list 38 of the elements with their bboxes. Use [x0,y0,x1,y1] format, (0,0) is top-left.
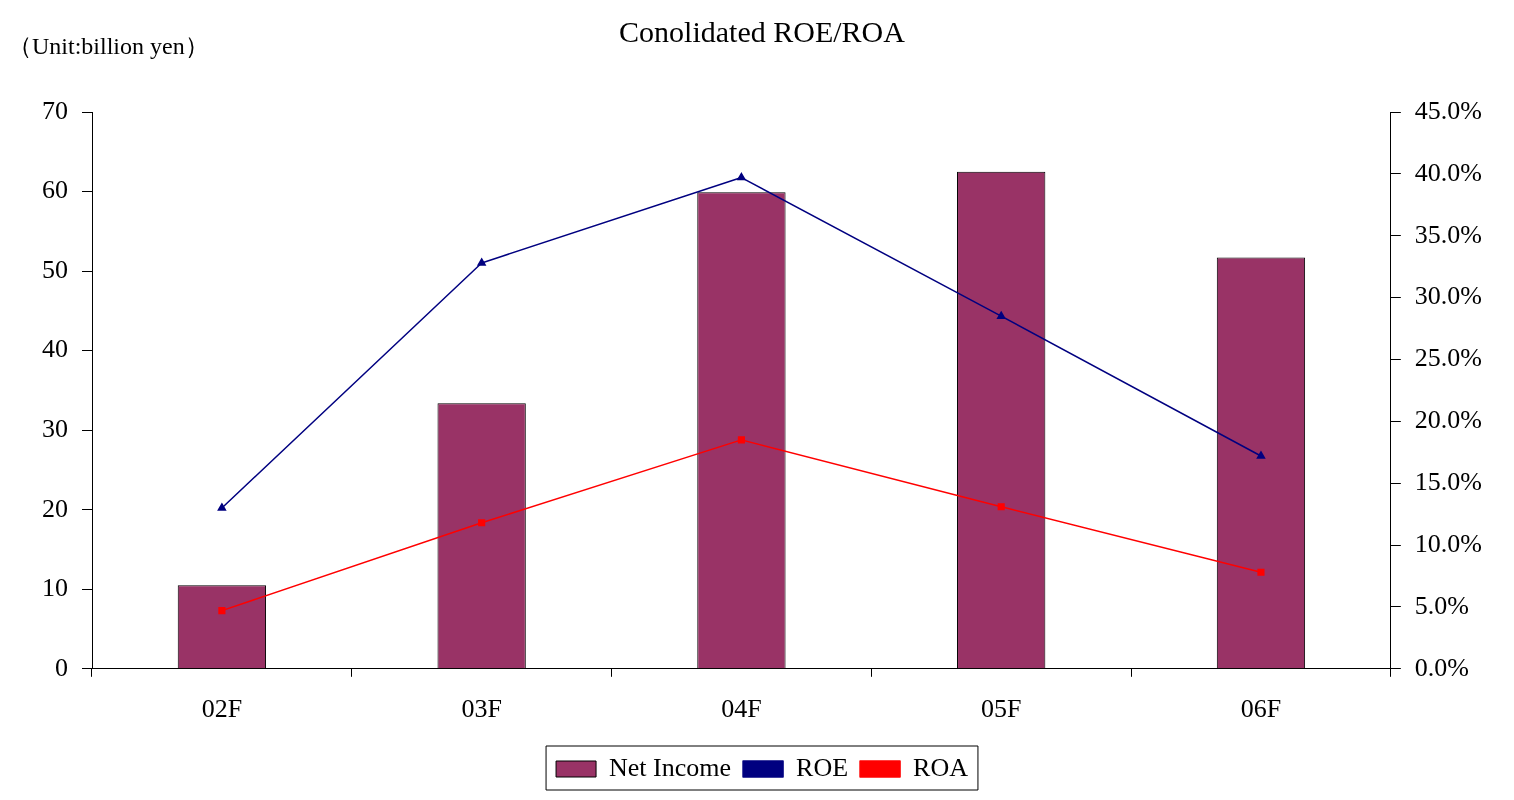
point [478,519,486,527]
point [218,607,226,615]
point [737,436,745,444]
y2-tick-label: 20.0% [1414,405,1483,435]
y2-tick-label: 0.0% [1414,652,1470,682]
point [477,258,486,266]
y-tick-label: 20 [42,493,68,523]
point [996,311,1006,319]
y2-tick-label: 10.0% [1414,528,1483,558]
y-tick-label: 0 [55,652,68,682]
y2-tick-label: 40.0% [1414,157,1483,187]
y2-tick-label: 15.0% [1414,467,1483,497]
y-tick-label: 60 [42,175,68,205]
y-tick-label: 30 [42,414,68,443]
x-tick-label: 06F [1240,694,1282,724]
y2-tick-label: 5.0% [1414,590,1470,620]
y-tick-label: 70 [42,95,68,125]
point [1257,568,1265,576]
chart-title: Conolidated ROE/ROA [619,14,906,48]
point [737,172,746,181]
point [1256,451,1266,459]
y-tick-label: 10 [42,573,68,603]
x-tick-label: 03F [461,694,502,724]
point [997,503,1005,511]
y2-tick-label: 45.0% [1414,95,1483,125]
x-tick-label: 04F [721,694,762,724]
text: （Unit:billion yen） [8,33,209,60]
x-tick-label: 02F [201,694,243,724]
y-tick-label: 50 [42,254,68,284]
legend-label: ROE [796,752,849,782]
y-tick-label: 40 [42,334,68,364]
y2-tick-label: 35.0% [1414,219,1483,249]
legend-label: Net Income [609,752,732,782]
point [217,503,227,511]
legend-label: ROA [913,752,969,782]
x-tick-label: 05F [980,694,1022,724]
y2-tick-label: 25.0% [1414,343,1483,373]
y2-tick-label: 30.0% [1414,281,1483,311]
